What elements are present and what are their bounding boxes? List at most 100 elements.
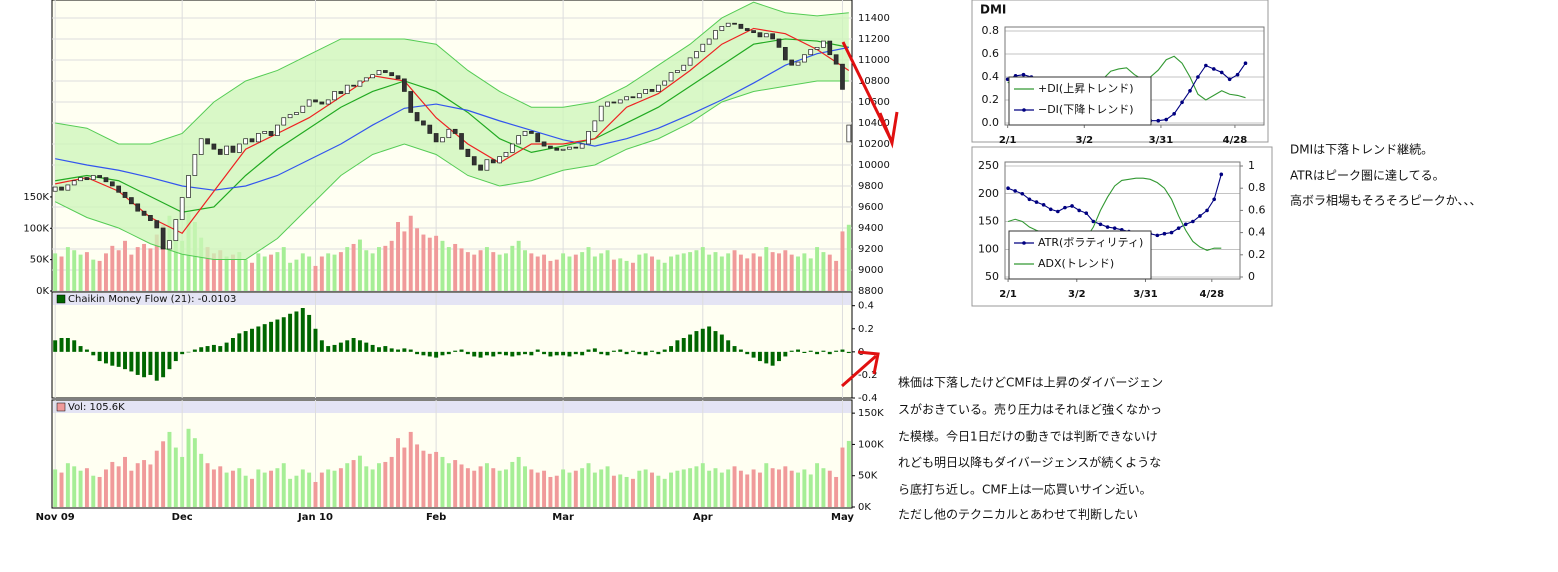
y2-tick-label: 0.2	[1248, 248, 1266, 261]
y-tick-label: 11200	[858, 34, 890, 45]
candle	[167, 240, 172, 250]
volume-bar	[116, 250, 121, 291]
candle	[744, 28, 750, 31]
bar	[624, 351, 629, 355]
cmf-panel	[51, 291, 853, 399]
volume-bar	[300, 253, 305, 291]
candle	[795, 61, 801, 66]
volume-bar	[59, 256, 64, 291]
candle	[179, 197, 185, 220]
comment: ら底打ち近し。CMF上は一応買いサイン近い。	[898, 483, 1152, 497]
volume-bar	[338, 252, 343, 291]
volume-bar	[757, 256, 762, 291]
bar	[446, 351, 451, 355]
main-chart: Nov 09 Dec Jan 10 Feb Mar Apr May 8800 9000 9200 9…	[23, 0, 890, 523]
bar	[840, 349, 845, 352]
volume-bar	[504, 253, 508, 291]
candle	[338, 91, 344, 94]
legend	[1008, 76, 1152, 126]
volume-bar	[484, 247, 489, 291]
bar	[459, 349, 464, 352]
bar	[243, 475, 248, 507]
bar	[53, 469, 58, 507]
volume-bar	[573, 254, 578, 291]
volume-bar	[408, 215, 413, 291]
volume-bar	[789, 254, 794, 291]
y-tick-label: 150K	[858, 408, 884, 419]
candle	[440, 137, 445, 143]
bar	[256, 469, 261, 507]
bar	[104, 469, 108, 507]
bar	[205, 346, 210, 352]
y2-tick-label: 0.4	[1248, 226, 1266, 239]
candle	[840, 63, 845, 90]
volume-bar	[161, 225, 166, 291]
candle	[548, 145, 553, 149]
bar	[605, 351, 610, 356]
volume-bar	[256, 253, 261, 291]
bar	[377, 463, 381, 507]
bar	[751, 469, 756, 507]
bar	[250, 328, 254, 352]
series-marker	[1198, 214, 1202, 218]
candle	[433, 133, 439, 143]
bar	[656, 351, 661, 355]
bar	[719, 472, 724, 507]
candle	[605, 101, 610, 107]
volume-bar	[802, 253, 807, 291]
legend-swatch	[1022, 108, 1026, 112]
volume-bar	[135, 247, 140, 291]
candle	[402, 78, 407, 92]
volume-bar	[167, 215, 172, 291]
bar	[434, 451, 439, 507]
bar	[808, 474, 813, 507]
x-tick-label: Dec	[172, 512, 193, 523]
volume-bar	[446, 247, 451, 291]
y-tick-label: 200	[978, 187, 999, 200]
volume-bar	[777, 253, 781, 291]
candle	[846, 124, 852, 143]
band-line	[54, 80, 849, 260]
volume-bar	[91, 259, 96, 291]
bar	[821, 468, 826, 507]
candle	[236, 143, 242, 153]
bar	[345, 340, 350, 352]
bar	[237, 333, 242, 352]
bar	[97, 476, 102, 507]
volume-bar	[389, 240, 394, 291]
series-marker	[1155, 233, 1160, 238]
volume-title: Vol: 105.6K	[68, 402, 125, 413]
series-marker	[1188, 89, 1192, 93]
y2-tick-label: 1	[1248, 159, 1255, 172]
volume-bar	[465, 252, 470, 291]
candle	[243, 138, 249, 145]
volume-bar	[345, 247, 350, 291]
bar	[186, 428, 191, 507]
comment: 高ボラ相場もそろそろピークか、、、	[1290, 194, 1482, 208]
candle	[617, 99, 623, 104]
legend-label: −DI(下降トレンド)	[1038, 102, 1134, 116]
bar	[332, 344, 337, 352]
candle	[478, 164, 483, 171]
volume-bar	[237, 252, 242, 291]
bar	[675, 340, 680, 352]
bar	[269, 321, 274, 352]
volume-bar	[269, 254, 274, 291]
candle	[160, 227, 166, 250]
series-marker	[1164, 117, 1169, 122]
bar	[148, 464, 153, 507]
bar	[167, 351, 172, 370]
y-tick-label: 0.0	[982, 116, 1000, 129]
candle	[782, 47, 788, 61]
candle	[224, 145, 229, 155]
candle	[465, 148, 471, 157]
candle	[351, 84, 356, 87]
bar	[224, 342, 229, 352]
series-marker	[1077, 208, 1081, 213]
band-line	[55, 1, 849, 145]
candle	[84, 177, 90, 181]
y-tick-label: -0.4	[858, 393, 878, 404]
x-tick-label: 3/2	[1075, 135, 1093, 146]
bar	[218, 346, 223, 352]
volume-header	[53, 401, 851, 413]
